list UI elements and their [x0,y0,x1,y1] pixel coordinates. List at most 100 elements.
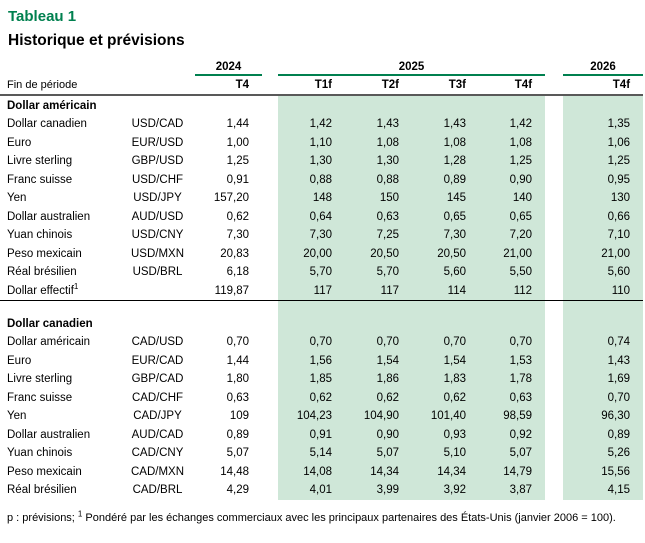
row-label: Yuan chinois [7,229,73,242]
row-label: Dollar canadien [7,118,87,131]
section-header-row: Dollar américain [0,95,644,115]
data-row: Yuan chinois CAD/CNY 5,07 5,14 5,07 5,10 5,07 5… [0,444,644,463]
column-gap [262,226,278,245]
value-2024-t4: 0,89 [226,428,249,441]
value-2025-t4f: 3,87 [479,481,546,500]
value-2026-t4f: 1,25 [563,152,644,171]
column-gap [262,352,278,371]
value-2025-t3f: 0,70 [412,333,479,352]
column-gap [262,481,278,500]
value-2026-t4f: 4,15 [563,481,644,500]
column-gap [545,263,563,282]
value-2025-t3f: 20,50 [412,244,479,263]
data-row: Réal brésilien USD/BRL 6,18 5,70 5,70 5,60 5,5… [0,263,644,282]
value-2024-t4: 14,48 [220,465,249,478]
currency-pair: CAD/JPY [133,410,182,423]
row-label: Euro [7,136,32,149]
column-gap [262,245,278,264]
column-gap [262,333,278,352]
column-gap [545,245,563,264]
value-2025-t3f: 114 [412,281,479,301]
value-2025-t1f: 104,23 [278,407,345,426]
value-2025-t2f: 7,25 [345,226,412,245]
section-header-row: Dollar canadien [0,300,644,333]
column-gap [545,444,563,463]
value-2025-t4f: 0,70 [479,333,546,352]
value-2026-t4f: 110 [563,281,644,301]
value-2025-t2f: 1,86 [345,370,412,389]
value-2025-t1f: 1,56 [278,351,345,370]
value-2025-t2f: 0,88 [345,170,412,189]
data-row: Dollar effectif1 119,87 117 117 114 112 110 [0,281,644,301]
value-2024-t4: 109 [229,410,249,423]
year-2024: 2024 [195,57,262,76]
period-label: Fin de période [0,75,195,96]
column-gap [545,171,563,190]
column-gap [262,407,278,426]
value-2025-t3f: 14,34 [412,462,479,481]
data-row: Peso mexicain USD/MXN 20,83 20,00 20,50 20,50… [0,244,644,264]
value-2025-t3f: 1,54 [412,351,479,370]
value-2025-t4f: 1,25 [479,152,546,171]
value-2024-t4: 0,62 [226,210,249,223]
footnote-superscript: 1 [77,508,83,518]
row-label: Dollar américain [7,336,91,349]
row-label: Yen [7,410,27,423]
value-2025-t1f: 7,30 [278,226,345,245]
currency-pair: CAD/USD [131,336,184,349]
row-label: Euro [7,354,32,367]
column-gap [545,115,563,134]
value-2025-t4f: 1,78 [479,370,546,389]
footnote-prefix: p : prévisions; [7,511,78,524]
column-gap [262,152,278,171]
value-2025-t2f: 20,50 [345,244,412,263]
value-2025-t2f: 5,07 [345,444,412,463]
value-2026-t4f: 96,30 [563,407,644,426]
value-2025-t4f: 5,07 [479,444,546,463]
value-2025-t2f: 0,90 [345,425,412,444]
data-row: Livre sterling GBP/USD 1,25 1,30 1,30 1,28 1,2… [0,152,644,171]
value-2025-t4f: 0,63 [479,388,546,407]
value-2025-t4f: 14,79 [479,462,546,481]
forecast-table: 2024 2025 2026 Fin de période T4 T1f T2f… [0,57,644,500]
value-2025-t2f: 0,70 [345,333,412,352]
value-2025-t4f: 7,20 [479,226,546,245]
forecast-band-cell [479,95,546,115]
data-row: Réal brésilien CAD/BRL 4,29 4,01 3,99 3,92 3,8… [0,481,644,500]
value-2026-t4f: 130 [563,189,644,208]
value-2024-t4: 0,70 [226,336,249,349]
column-gap [262,75,278,96]
column-gap [545,370,563,389]
column-gap [262,134,278,153]
column-gap [262,171,278,190]
data-row: Euro EUR/CAD 1,44 1,56 1,54 1,54 1,53 1,43 [0,351,644,371]
row-label: Réal brésilien [7,484,77,497]
value-2025-t3f: 1,83 [412,370,479,389]
forecast-band-cell [345,300,412,333]
column-gap [545,189,563,208]
value-2024-t4: 1,25 [226,155,249,168]
value-2024-t4: 0,91 [226,173,249,186]
column-gap [545,481,563,500]
value-2025-t3f: 5,60 [412,263,479,282]
value-2025-t1f: 0,64 [278,207,345,226]
table-title: Historique et prévisions [8,32,185,49]
value-2024-t4: 4,29 [226,484,249,497]
value-2025-t2f: 0,63 [345,207,412,226]
value-2025-t1f: 5,14 [278,444,345,463]
value-2025-t3f: 0,89 [412,170,479,189]
column-gap [545,389,563,408]
value-2025-t2f: 14,34 [345,462,412,481]
value-2025-t4f: 98,59 [479,407,546,426]
column-gap [545,152,563,171]
value-2025-t4f: 140 [479,189,546,208]
value-2025-t4f: 112 [479,281,546,301]
currency-pair: USD/CHF [131,173,184,186]
value-2026-t4f: 1,43 [563,351,644,370]
data-row: Dollar australien AUD/CAD 0,89 0,91 0,90 0,93… [0,425,644,444]
data-row: Livre sterling GBP/CAD 1,80 1,85 1,86 1,83 1,7… [0,370,644,389]
value-2026-t4f: 0,89 [563,425,644,444]
row-label: Peso mexicain [7,247,82,260]
value-2025-t4f: 0,90 [479,170,546,189]
value-2025-t2f: 1,08 [345,133,412,152]
